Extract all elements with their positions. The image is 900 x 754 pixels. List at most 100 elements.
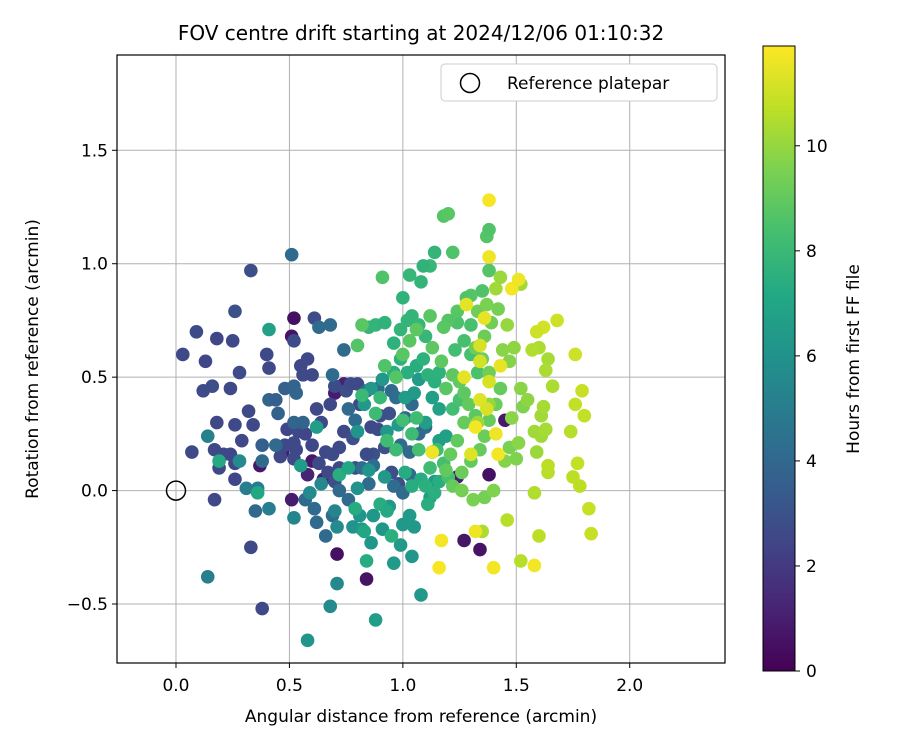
data-point	[189, 324, 204, 339]
data-point	[450, 433, 465, 448]
data-point	[495, 343, 510, 357]
data-point	[457, 370, 471, 384]
data-point	[457, 386, 471, 400]
data-point	[196, 383, 211, 398]
data-point	[477, 311, 492, 325]
data-point	[491, 447, 505, 462]
data-point	[482, 222, 496, 237]
data-point	[398, 465, 412, 480]
data-point	[425, 390, 440, 405]
data-point	[434, 354, 449, 369]
data-point	[348, 413, 363, 428]
data-point	[366, 508, 381, 523]
data-point	[482, 374, 496, 389]
data-point	[244, 540, 258, 555]
data-point	[364, 535, 378, 550]
y-tick-label: 1.0	[81, 255, 108, 275]
data-point	[582, 501, 596, 516]
data-point	[389, 370, 403, 384]
data-point	[459, 297, 474, 312]
data-point	[359, 447, 374, 462]
data-point	[500, 513, 515, 527]
data-point	[500, 318, 515, 332]
x-tick-label: 1.0	[389, 676, 416, 696]
data-point	[482, 193, 496, 207]
data-point	[504, 411, 519, 425]
data-point	[448, 343, 462, 357]
data-point	[300, 633, 315, 648]
data-point	[577, 408, 592, 423]
legend-reference-marker	[459, 72, 481, 94]
data-point	[427, 486, 442, 500]
data-point	[269, 393, 283, 407]
data-point	[377, 359, 392, 373]
data-point	[228, 417, 242, 432]
data-point	[244, 263, 258, 278]
data-point	[287, 511, 301, 525]
data-point	[262, 501, 276, 516]
data-point	[228, 472, 242, 487]
data-point	[210, 331, 224, 346]
data-point	[318, 529, 333, 543]
colorbar-gradient	[762, 45, 796, 672]
x-tick-label: 2.0	[616, 676, 643, 696]
data-point	[464, 447, 478, 462]
data-point	[327, 379, 342, 394]
data-point	[541, 352, 555, 366]
data-point	[514, 381, 528, 396]
data-point	[375, 270, 390, 285]
data-point	[563, 424, 578, 439]
data-point	[439, 381, 453, 396]
data-point	[473, 338, 487, 353]
data-point	[409, 411, 424, 425]
data-point	[309, 515, 324, 530]
data-point	[491, 302, 505, 316]
data-point	[271, 406, 285, 421]
data-point	[509, 452, 524, 466]
data-point	[396, 290, 410, 305]
data-point	[248, 504, 263, 518]
data-point	[570, 456, 585, 471]
data-point	[457, 533, 471, 548]
chart-title: FOV centre drift starting at 2024/12/06 …	[178, 21, 664, 45]
data-point	[355, 318, 369, 332]
data-point	[350, 338, 365, 353]
data-point	[445, 245, 460, 260]
data-point	[312, 320, 326, 335]
x-axis-ticks: 0.0 0.5 1.0 1.5 2.0	[162, 663, 643, 696]
data-point	[405, 549, 419, 564]
data-point	[225, 334, 240, 348]
data-point	[479, 402, 494, 416]
y-axis-label: Rotation from reference (arcmin)	[23, 219, 43, 499]
data-point	[466, 492, 480, 507]
data-point	[380, 433, 394, 448]
data-point	[405, 427, 419, 441]
data-point	[541, 458, 555, 473]
plot-frame	[116, 54, 726, 664]
data-point	[255, 454, 269, 468]
data-point	[341, 402, 356, 416]
data-point	[185, 445, 199, 459]
x-tick-label: 1.5	[503, 676, 530, 696]
data-point	[584, 526, 598, 541]
legend-entry-reference: Reference platepar	[507, 74, 669, 94]
data-point	[298, 427, 313, 441]
data-point	[375, 372, 390, 387]
legend: Reference platepar	[440, 63, 718, 102]
data-point	[514, 554, 528, 568]
data-point	[289, 386, 304, 400]
data-point	[330, 520, 344, 534]
data-point	[314, 476, 328, 491]
data-point	[380, 504, 394, 518]
data-point	[287, 334, 301, 348]
data-point	[305, 438, 319, 453]
data-point	[550, 313, 564, 328]
data-point	[303, 486, 317, 500]
data-point	[259, 347, 274, 362]
data-point	[520, 393, 535, 407]
data-point	[407, 520, 421, 534]
data-point	[330, 576, 344, 591]
data-point	[529, 324, 544, 339]
